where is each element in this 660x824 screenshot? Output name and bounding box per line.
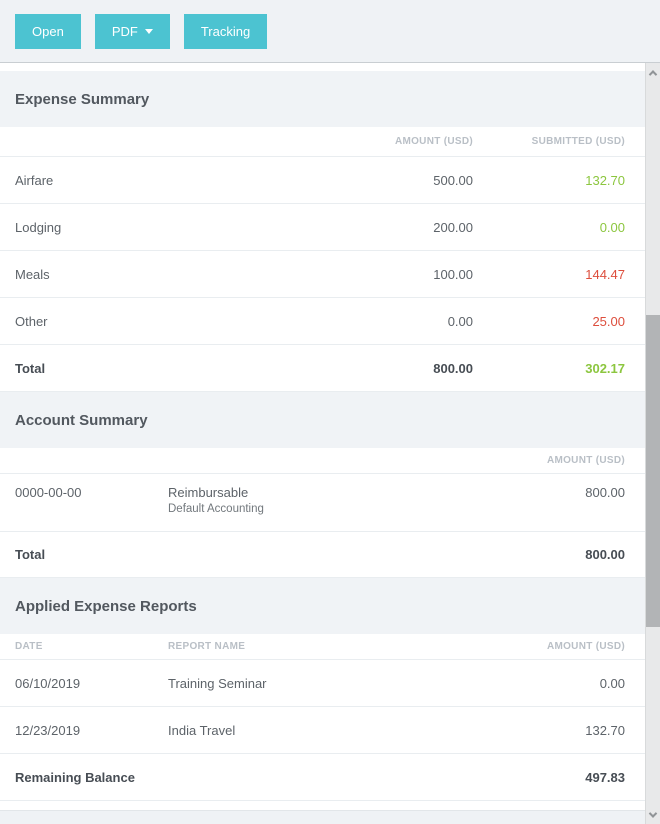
total-submitted: 302.17 [585, 360, 625, 376]
tracking-button[interactable]: Tracking [183, 13, 268, 49]
expense-summary-header-row: AMOUNT (USD) SUBMITTED (USD) [0, 127, 645, 157]
chevron-up-icon [648, 69, 658, 79]
amount-column-header: AMOUNT (USD) [394, 136, 473, 147]
account-detail: Default Accounting [168, 503, 264, 515]
table-row: Airfare 500.00 132.70 [0, 157, 645, 204]
total-label: Total [15, 360, 46, 376]
expense-amount: 200.00 [433, 219, 473, 235]
expense-category: Meals [15, 266, 50, 282]
expense-summary-section: Expense Summary AMOUNT (USD) SUBMITTED (… [0, 71, 645, 392]
report-name-column-header: REPORT NAME [168, 641, 246, 652]
submitted-column-header: SUBMITTED (USD) [531, 136, 625, 147]
account-code: 0000-00-00 [15, 485, 82, 500]
expense-submitted: 0.00 [599, 219, 625, 235]
applied-expense-reports-title: Applied Expense Reports [0, 578, 645, 634]
scroll-thumb[interactable] [646, 315, 660, 627]
account-name-cell: Reimbursable Default Accounting [168, 485, 455, 515]
remaining-balance-label: Remaining Balance [15, 769, 135, 785]
remaining-balance-amount: 497.83 [585, 769, 625, 785]
account-summary-title: Account Summary [0, 392, 645, 448]
open-button[interactable]: Open [15, 13, 81, 49]
table-row: Other 0.00 25.00 [0, 298, 645, 345]
scrollbar[interactable] [645, 63, 660, 824]
pdf-dropdown-button[interactable]: PDF [94, 13, 170, 49]
expense-category: Lodging [15, 219, 62, 235]
report-name: Training Seminar [168, 675, 267, 691]
scroll-down-button[interactable] [646, 807, 660, 822]
pdf-button-label: PDF [111, 23, 138, 39]
report-date: 12/23/2019 [15, 722, 81, 738]
account-name: Reimbursable [168, 485, 249, 500]
total-amount: 800.00 [585, 547, 625, 562]
account-amount: 800.00 [585, 485, 625, 500]
caret-down-icon [144, 28, 153, 34]
report-name: India Travel [168, 722, 236, 738]
expense-submitted: 132.70 [585, 172, 625, 188]
table-row: 0000-00-00 Reimbursable Default Accounti… [0, 474, 645, 532]
expense-total-row: Total 800.00 302.17 [0, 345, 645, 392]
account-summary-header-row: AMOUNT (USD) [0, 448, 645, 474]
toolbar: Open PDF Tracking [0, 0, 660, 63]
expense-summary-title: Expense Summary [0, 71, 645, 127]
table-row: Meals 100.00 144.47 [0, 251, 645, 298]
expense-submitted: 25.00 [592, 313, 625, 329]
expense-amount: 0.00 [447, 313, 473, 329]
expense-category: Airfare [15, 172, 54, 188]
chevron-down-icon [648, 808, 658, 818]
account-summary-section: Account Summary AMOUNT (USD) 0000-00-00 … [0, 392, 645, 578]
expense-category: Other [15, 313, 48, 329]
report-content: Expense Summary AMOUNT (USD) SUBMITTED (… [0, 63, 645, 801]
date-column-header: DATE [15, 641, 43, 652]
account-total-row: Total 800.00 [0, 532, 645, 578]
bottom-strip [0, 810, 645, 824]
scroll-up-button[interactable] [646, 65, 660, 80]
table-row: 06/10/2019 Training Seminar 0.00 [0, 660, 645, 707]
expense-amount: 100.00 [433, 266, 473, 282]
applied-reports-header-row: DATE REPORT NAME AMOUNT (USD) [0, 634, 645, 660]
table-row: 12/23/2019 India Travel 132.70 [0, 707, 645, 754]
applied-expense-reports-section: Applied Expense Reports DATE REPORT NAME… [0, 578, 645, 801]
table-row: Lodging 200.00 0.00 [0, 204, 645, 251]
content-spacer [0, 63, 645, 71]
amount-column-header: AMOUNT (USD) [546, 641, 625, 652]
expense-submitted: 144.47 [585, 266, 625, 282]
report-amount: 132.70 [585, 722, 625, 738]
report-amount: 0.00 [599, 675, 625, 691]
amount-column-header: AMOUNT (USD) [546, 455, 625, 466]
expense-amount: 500.00 [433, 172, 473, 188]
report-date: 06/10/2019 [15, 675, 81, 691]
remaining-balance-row: Remaining Balance 497.83 [0, 754, 645, 801]
total-amount: 800.00 [433, 360, 473, 376]
total-label: Total [15, 547, 46, 562]
